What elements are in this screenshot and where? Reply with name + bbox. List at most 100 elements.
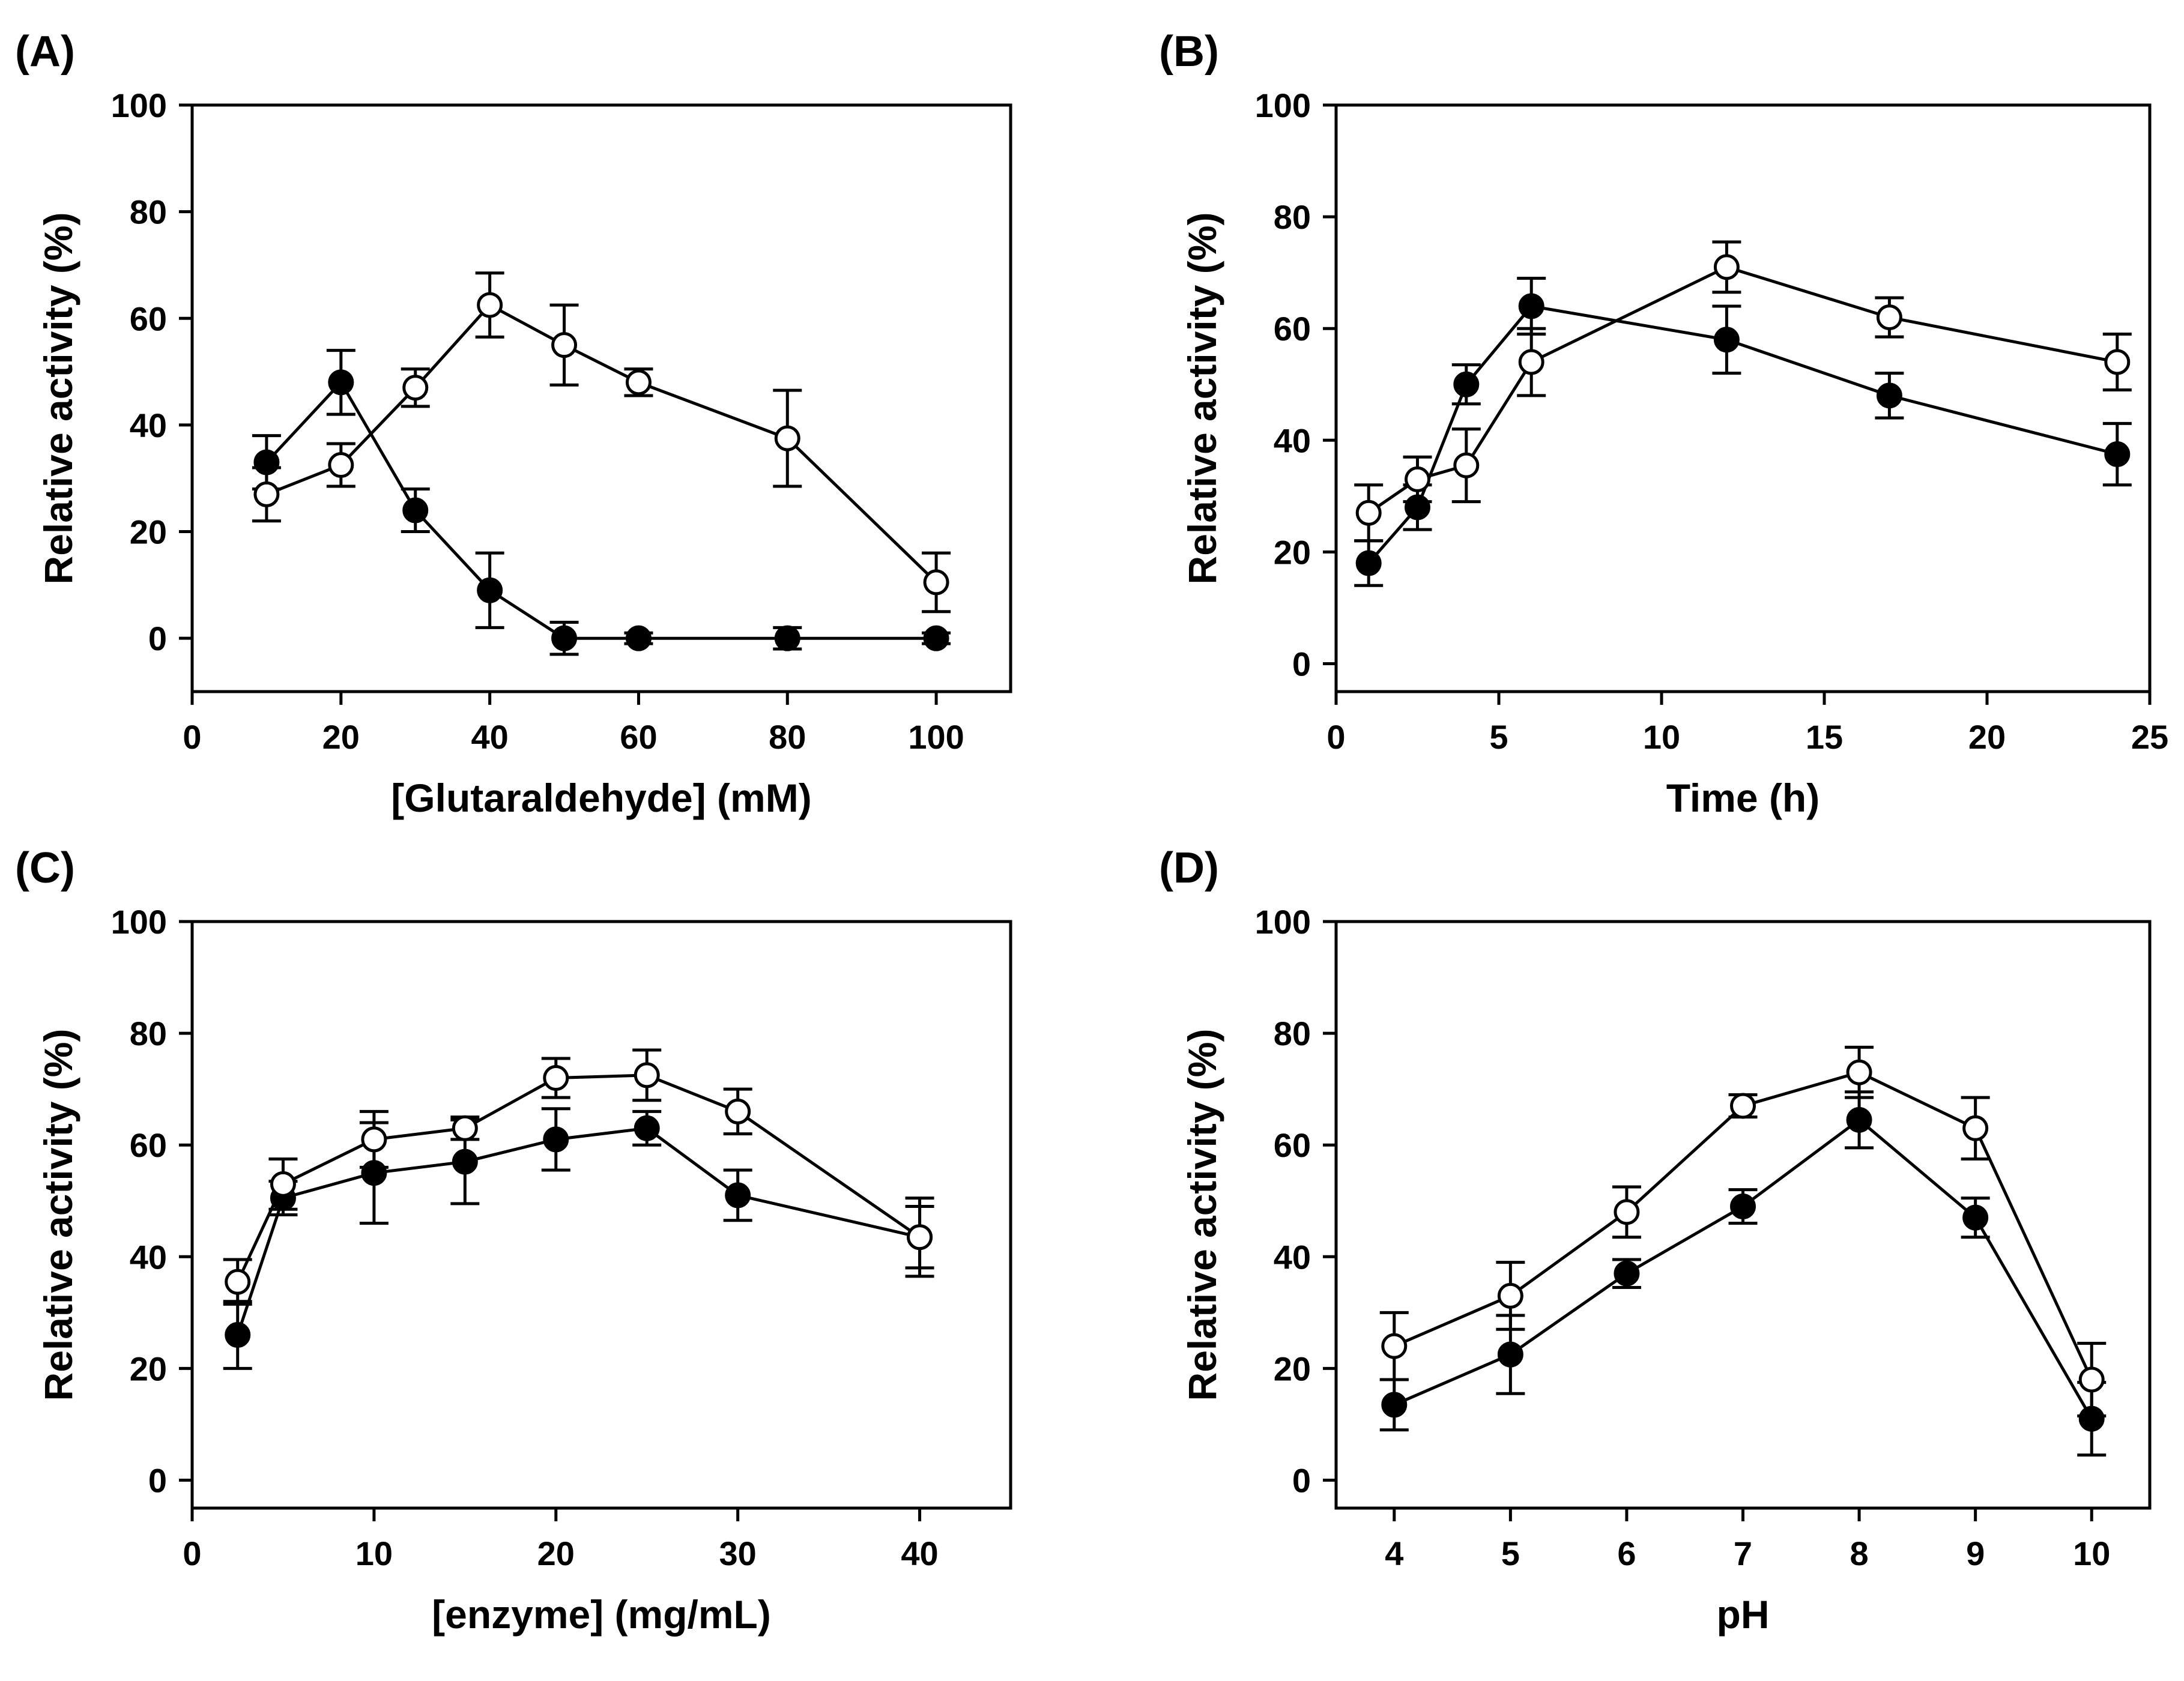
data-point-filled xyxy=(477,577,503,603)
x-tick-label: 30 xyxy=(719,1535,757,1572)
x-tick-label: 20 xyxy=(537,1535,575,1572)
y-axis-title: Relative activity (%) xyxy=(36,1029,80,1401)
y-tick-label: 80 xyxy=(1274,198,1311,236)
data-point-open xyxy=(551,332,578,358)
y-tick-label: 0 xyxy=(1292,1461,1311,1499)
data-point-filled xyxy=(1518,293,1544,319)
y-tick-label: 40 xyxy=(1274,421,1311,459)
data-point-open xyxy=(634,1062,660,1088)
data-point-open xyxy=(907,1224,933,1251)
data-point-open xyxy=(1846,1059,1872,1085)
x-axis-title: [enzyme] (mg/mL) xyxy=(432,1592,771,1637)
data-point-filled xyxy=(725,1182,751,1209)
x-tick-label: 0 xyxy=(1326,718,1345,756)
y-tick-label: 100 xyxy=(111,903,167,941)
data-point-open xyxy=(328,452,354,478)
data-point-open xyxy=(1730,1093,1756,1119)
data-point-open xyxy=(774,425,800,451)
data-point-filled xyxy=(2078,1405,2105,1432)
x-axis-title: Time (h) xyxy=(1666,776,1819,820)
panel-b: (B) 0 5 10 15 20 25 0 20 40 60 80 100 Time (h) Relativ… xyxy=(1159,28,2168,820)
x-tick-label: 60 xyxy=(620,718,657,756)
x-tick-label: 7 xyxy=(1734,1535,1752,1572)
data-point-open xyxy=(253,481,280,507)
data-point-filled xyxy=(1381,1392,1408,1418)
x-tick-label: 5 xyxy=(1501,1535,1520,1572)
data-point-filled xyxy=(1614,1260,1640,1287)
data-point-open xyxy=(543,1065,569,1091)
panel-label: (D) xyxy=(1159,844,1219,892)
x-tick-label: 80 xyxy=(769,718,806,756)
data-point-filled xyxy=(1453,371,1480,397)
data-point-filled xyxy=(634,1115,660,1141)
y-tick-label: 60 xyxy=(1274,310,1311,348)
data-point-open xyxy=(1876,304,1902,331)
y-tick-label: 100 xyxy=(1255,903,1311,941)
data-point-filled xyxy=(1876,382,1902,409)
data-point-filled xyxy=(1730,1194,1756,1220)
y-tick-label: 40 xyxy=(1274,1238,1311,1276)
data-point-open xyxy=(1962,1115,1989,1141)
data-point-filled xyxy=(402,497,429,524)
data-point-open xyxy=(1497,1282,1523,1309)
x-tick-label: 100 xyxy=(908,718,964,756)
x-axis-title: pH xyxy=(1717,1592,1770,1637)
data-point-open xyxy=(923,569,949,596)
y-tick-label: 20 xyxy=(130,513,167,551)
plot-frame xyxy=(190,103,1012,693)
data-point-open xyxy=(1355,499,1382,526)
data-point-open xyxy=(2078,1366,2105,1393)
y-axis-title: Relative activity (%) xyxy=(1180,213,1224,585)
x-tick-label: 6 xyxy=(1617,1535,1636,1572)
x-tick-label: 9 xyxy=(1966,1535,1985,1572)
y-tick-label: 80 xyxy=(1274,1015,1311,1052)
series-line-open xyxy=(265,303,937,584)
x-tick-label: 10 xyxy=(1643,718,1680,756)
series-line-filled xyxy=(1393,1118,2093,1420)
series-line-filled xyxy=(236,1126,921,1336)
y-axis-title: Relative activity (%) xyxy=(36,213,80,585)
y-tick-label: 80 xyxy=(130,1015,167,1052)
y-tick-label: 60 xyxy=(130,1126,167,1164)
data-point-filled xyxy=(452,1148,478,1175)
data-point-filled xyxy=(923,625,949,651)
panel-label: (C) xyxy=(15,844,75,892)
data-point-filled xyxy=(1713,327,1740,353)
data-point-filled xyxy=(225,1322,251,1348)
data-point-open xyxy=(270,1171,296,1197)
y-axis-title: Relative activity (%) xyxy=(1180,1029,1224,1401)
panel-c: (C) 0 10 20 30 40 0 20 40 60 80 100 [enzyme] (mg/mL)… xyxy=(15,844,1012,1637)
series-line-filled xyxy=(1367,304,2118,564)
series-line-open xyxy=(1367,265,2118,515)
data-point-open xyxy=(361,1126,387,1153)
panel-label: (A) xyxy=(15,28,75,76)
data-point-open xyxy=(1453,452,1480,478)
data-point-open xyxy=(1713,254,1740,280)
y-tick-label: 0 xyxy=(1292,645,1311,683)
data-point-open xyxy=(225,1269,251,1295)
data-point-filled xyxy=(253,449,280,475)
data-point-filled xyxy=(361,1160,387,1186)
series-line-filled xyxy=(265,379,937,640)
data-point-filled xyxy=(1962,1204,1989,1231)
data-point-open xyxy=(1518,349,1544,375)
data-point-filled xyxy=(1355,550,1382,576)
y-tick-label: 20 xyxy=(1274,1350,1311,1387)
y-tick-label: 100 xyxy=(111,86,167,124)
x-tick-label: 0 xyxy=(183,718,201,756)
data-point-filled xyxy=(774,625,800,651)
data-point-open xyxy=(725,1098,751,1124)
y-tick-label: 0 xyxy=(148,1461,167,1499)
data-point-open xyxy=(402,375,429,401)
data-point-open xyxy=(1614,1199,1640,1225)
x-tick-label: 5 xyxy=(1489,718,1508,756)
x-tick-label: 40 xyxy=(901,1535,938,1572)
data-point-open xyxy=(2104,349,2131,375)
plot-frame xyxy=(190,920,1012,1510)
series-line-open xyxy=(236,1073,921,1283)
x-tick-label: 4 xyxy=(1385,1535,1403,1572)
data-point-filled xyxy=(1405,494,1430,521)
y-tick-label: 20 xyxy=(130,1350,167,1387)
x-axis-title: [Glutaraldehyde] (mM) xyxy=(391,776,811,820)
